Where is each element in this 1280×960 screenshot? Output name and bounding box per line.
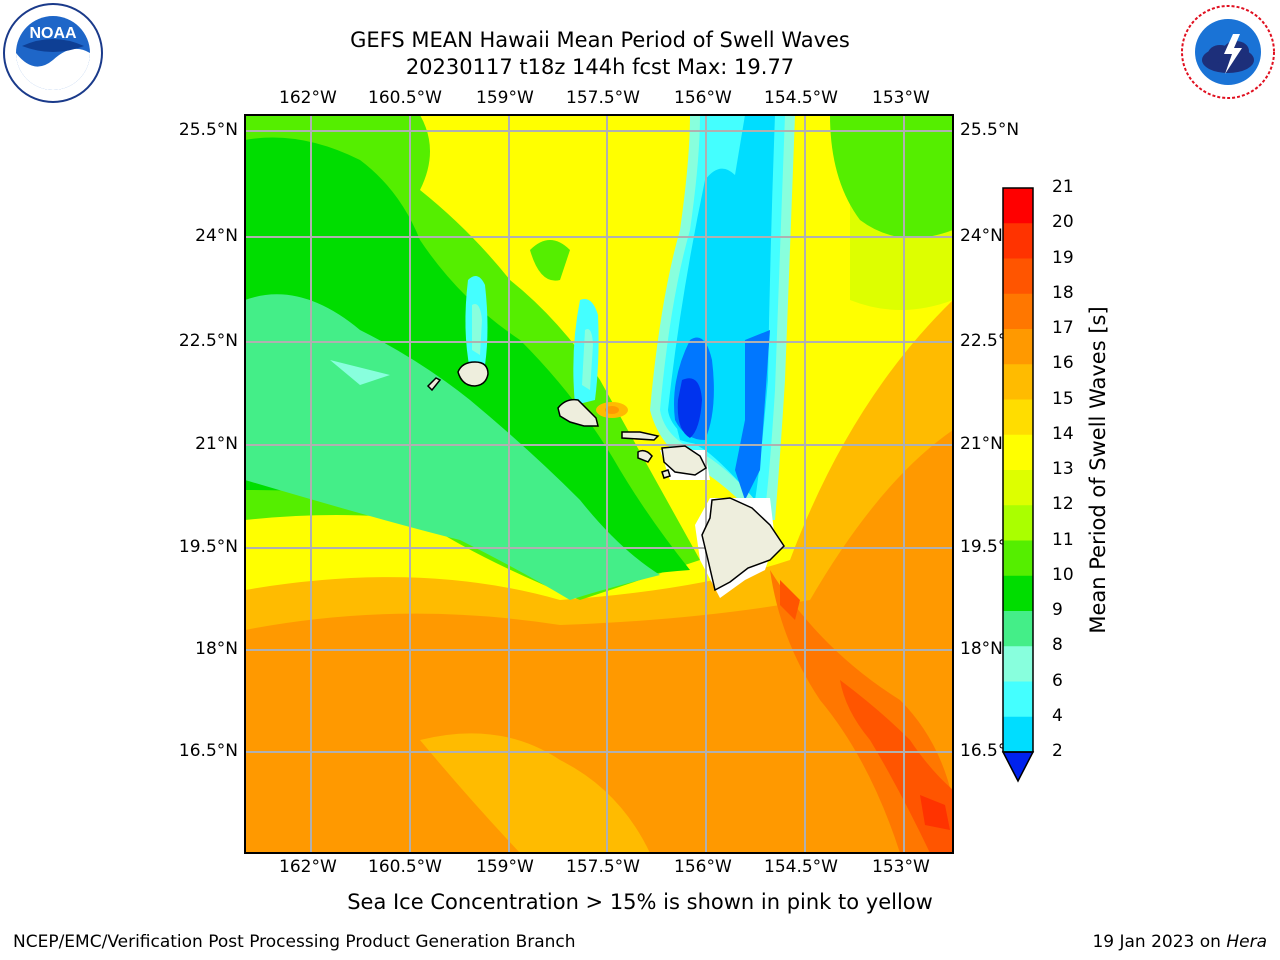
colorbar-tick-label: 6	[1052, 670, 1063, 691]
colorbar-block	[1003, 188, 1033, 224]
colorbar-tick-label: 14	[1052, 423, 1074, 444]
map-frame	[244, 114, 954, 854]
lat-tick-left: 18°N	[195, 639, 238, 659]
footer-date-text: 19 Jan 2023 on	[1092, 932, 1227, 952]
kahoolawe-island	[661, 469, 671, 479]
lat-tick-right: 24°N	[960, 226, 1003, 246]
kauai-island	[457, 361, 489, 387]
colorbar-tick-label: 12	[1052, 494, 1074, 515]
colorbar-tick-label: 18	[1052, 282, 1074, 303]
colorbar-block	[1003, 329, 1033, 365]
noaa-logo: NOAA	[3, 3, 103, 103]
colorbar-block	[1003, 681, 1033, 718]
molokai-island	[621, 431, 660, 441]
lon-tick-top: 154.5°W	[764, 88, 838, 108]
colorbar-block	[1003, 575, 1033, 612]
colorbar-block	[1003, 399, 1033, 436]
lon-tick-top: 156°W	[674, 88, 732, 108]
graticule	[245, 115, 953, 853]
colorbar-tick-label: 17	[1052, 318, 1074, 338]
lat-tick-right: 21°N	[960, 434, 1003, 454]
footer-host: Hera	[1226, 932, 1267, 952]
lat-tick-left: 25.5°N	[178, 120, 238, 140]
lon-tick-bottom: 153°W	[872, 857, 930, 877]
lat-tick-right: 25.5°N	[960, 120, 1020, 140]
colorbar-tick-label: 8	[1052, 635, 1063, 656]
lat-tick-left: 21°N	[195, 434, 238, 454]
footer-branch: NCEP/EMC/Verification Post Processing Pr…	[13, 932, 576, 952]
lat-tick-right: 18°N	[960, 639, 1003, 659]
colorbar	[1001, 187, 1035, 783]
maui-island	[661, 445, 707, 476]
lon-tick-bottom: 160.5°W	[368, 857, 442, 877]
lat-tick-left: 22.5°N	[178, 331, 238, 351]
lon-tick-top: 159°W	[476, 88, 534, 108]
colorbar-frame	[1002, 187, 1034, 753]
colorbar-block	[1003, 646, 1033, 682]
colorbar-tick-label: 4	[1052, 705, 1063, 726]
colorbar-tick-label: 16	[1052, 353, 1074, 374]
lon-tick-top: 162°W	[279, 88, 337, 108]
colorbar-tick-label: 11	[1052, 529, 1074, 550]
colorbar-tick-label: 2	[1052, 741, 1063, 761]
lon-tick-top: 157.5°W	[566, 88, 640, 108]
map-title: GEFS MEAN Hawaii Mean Period of Swell Wa…	[350, 28, 850, 52]
lon-tick-bottom: 162°W	[279, 857, 337, 877]
oahu-island	[557, 398, 599, 427]
nws-logo	[1181, 5, 1275, 99]
colorbar-extend-arrow	[1001, 751, 1035, 783]
colorbar-tick-label: 10	[1052, 564, 1074, 585]
sea-ice-caption: Sea Ice Concentration > 15% is shown in …	[347, 890, 933, 914]
map-subtitle: 20230117 t18z 144h fcst Max: 19.77	[405, 55, 795, 79]
colorbar-block	[1003, 223, 1033, 259]
lon-tick-bottom: 157.5°W	[566, 857, 640, 877]
lon-tick-bottom: 154.5°W	[764, 857, 838, 877]
big-island-hawaii	[701, 497, 785, 592]
lon-tick-top: 160.5°W	[368, 88, 442, 108]
lon-tick-top: 153°W	[872, 88, 930, 108]
colorbar-tick-label: 21	[1052, 177, 1074, 197]
colorbar-tick-label: 20	[1052, 212, 1074, 233]
noaa-logo-text: NOAA	[29, 25, 77, 42]
colorbar-block	[1003, 434, 1033, 471]
colorbar-tick-label: 9	[1052, 600, 1063, 620]
colorbar-tick-label: 13	[1052, 459, 1074, 479]
colorbar-block	[1003, 470, 1033, 506]
lon-tick-bottom: 156°W	[674, 857, 732, 877]
lat-tick-left: 24°N	[195, 226, 238, 246]
lat-tick-left: 16.5°N	[178, 741, 238, 761]
colorbar-block	[1003, 611, 1033, 647]
colorbar-block	[1003, 505, 1033, 541]
colorbar-block	[1003, 258, 1033, 295]
colorbar-block	[1003, 293, 1033, 330]
hawaiian-islands	[426, 361, 785, 592]
colorbar-label: Mean Period of Swell Waves [s]	[1086, 306, 1110, 634]
colorbar-tick-label: 19	[1052, 247, 1074, 268]
colorbar-block	[1003, 716, 1033, 753]
colorbar-block	[1003, 540, 1033, 577]
colorbar-block	[1003, 364, 1033, 400]
lanai-island	[637, 449, 653, 463]
footer-date: 19 Jan 2023 on Hera	[1092, 932, 1267, 952]
colorbar-tick-label: 15	[1052, 388, 1074, 409]
contour-field	[245, 115, 953, 853]
lon-tick-bottom: 159°W	[476, 857, 534, 877]
niihau-island	[426, 377, 442, 392]
lat-tick-left: 19.5°N	[178, 537, 238, 557]
